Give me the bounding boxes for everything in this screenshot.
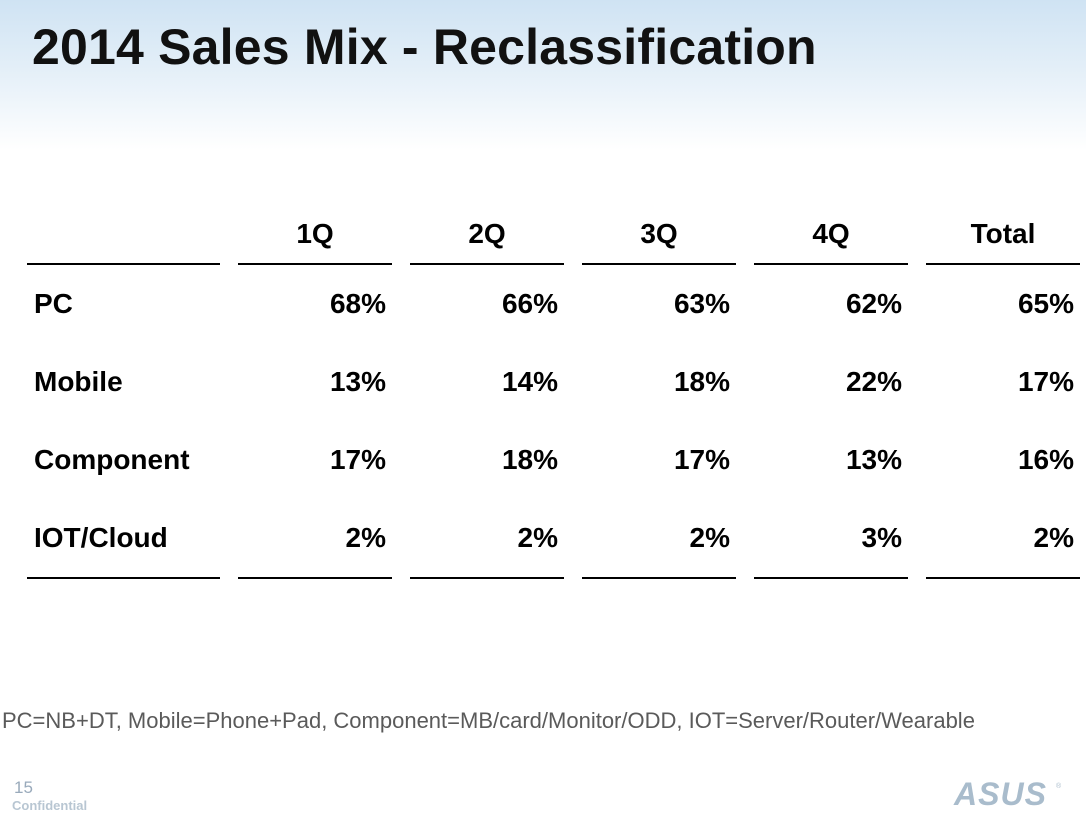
table-row: Mobile 13% 14% 18% 22% 17% bbox=[27, 343, 1080, 421]
cell-value: 2% bbox=[345, 522, 386, 553]
row-label: PC bbox=[34, 288, 73, 319]
cell-value: 13% bbox=[845, 444, 902, 475]
header-cell-2q: 2Q bbox=[468, 218, 506, 249]
cell-value: 62% bbox=[845, 288, 902, 319]
table-row: IOT/Cloud 2% 2% 2% 3% 2% bbox=[27, 499, 1080, 577]
row-label: Mobile bbox=[34, 366, 123, 397]
header-rule bbox=[27, 263, 1080, 265]
cell-value: 17% bbox=[673, 444, 730, 475]
cell-value: 17% bbox=[1017, 366, 1074, 397]
svg-text:®: ® bbox=[1056, 782, 1062, 790]
cell-value: 65% bbox=[1017, 288, 1074, 319]
header-cell-1q: 1Q bbox=[296, 218, 334, 249]
row-label: Component bbox=[34, 444, 190, 475]
cell-value: 2% bbox=[517, 522, 558, 553]
cell-value: 17% bbox=[329, 444, 386, 475]
header-cell-3q: 3Q bbox=[640, 218, 678, 249]
cell-value: 16% bbox=[1017, 444, 1074, 475]
cell-value: 3% bbox=[861, 522, 902, 553]
table-row: Component 17% 18% 17% 13% 16% bbox=[27, 421, 1080, 499]
cell-value: 63% bbox=[673, 288, 730, 319]
cell-value: 22% bbox=[845, 366, 902, 397]
asus-logo: ASUS ® bbox=[953, 778, 1062, 808]
table-header-row: 1Q 2Q 3Q 4Q Total bbox=[27, 205, 1080, 263]
svg-text:ASUS: ASUS bbox=[953, 778, 1047, 808]
cell-value: 66% bbox=[501, 288, 558, 319]
header-cell-4q: 4Q bbox=[812, 218, 850, 249]
cell-value: 2% bbox=[1033, 522, 1074, 553]
slide-title: 2014 Sales Mix - Reclassification bbox=[32, 19, 817, 75]
cell-value: 18% bbox=[673, 366, 730, 397]
sales-mix-table: 1Q 2Q 3Q 4Q Total PC 68% 66% 63% 62% 65%… bbox=[27, 205, 1080, 579]
header-cell-label bbox=[27, 205, 220, 263]
table-row: PC 68% 66% 63% 62% 65% bbox=[27, 265, 1080, 343]
page-number: 15 bbox=[14, 778, 33, 797]
cell-value: 68% bbox=[329, 288, 386, 319]
cell-value: 2% bbox=[689, 522, 730, 553]
header-cell-total: Total bbox=[970, 218, 1036, 249]
confidential-label: Confidential bbox=[12, 798, 88, 813]
cell-value: 18% bbox=[501, 444, 558, 475]
footer-rule bbox=[27, 577, 1080, 579]
footnote: PC=NB+DT, Mobile=Phone+Pad, Component=MB… bbox=[2, 708, 975, 733]
row-label: IOT/Cloud bbox=[34, 522, 168, 553]
cell-value: 14% bbox=[501, 366, 558, 397]
cell-value: 13% bbox=[329, 366, 386, 397]
